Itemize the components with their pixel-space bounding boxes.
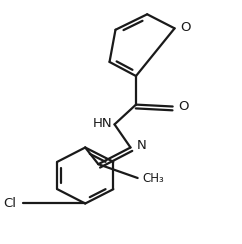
Text: O: O <box>181 21 191 34</box>
Text: O: O <box>179 100 189 113</box>
Text: CH₃: CH₃ <box>142 172 164 184</box>
Text: Cl: Cl <box>4 197 17 210</box>
Text: HN: HN <box>92 117 112 130</box>
Text: N: N <box>136 139 146 152</box>
